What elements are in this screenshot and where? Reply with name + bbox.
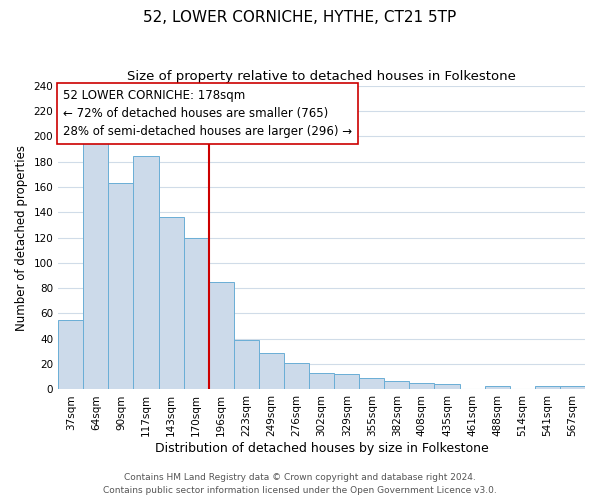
Text: Contains HM Land Registry data © Crown copyright and database right 2024.
Contai: Contains HM Land Registry data © Crown c… [103,474,497,495]
Bar [158,217,184,390]
Bar [434,384,460,390]
Bar [560,386,585,390]
Y-axis label: Number of detached properties: Number of detached properties [15,144,28,330]
Bar [284,363,309,390]
Bar [409,383,434,390]
Bar [58,320,83,390]
Bar [109,183,133,390]
Bar [334,374,359,390]
Bar [209,282,234,390]
Bar [309,373,334,390]
Text: 52 LOWER CORNICHE: 178sqm
← 72% of detached houses are smaller (765)
28% of semi: 52 LOWER CORNICHE: 178sqm ← 72% of detac… [63,90,352,138]
X-axis label: Distribution of detached houses by size in Folkestone: Distribution of detached houses by size … [155,442,488,455]
Title: Size of property relative to detached houses in Folkestone: Size of property relative to detached ho… [127,70,516,83]
Bar [184,238,209,390]
Bar [385,380,409,390]
Bar [535,386,560,390]
Text: 52, LOWER CORNICHE, HYTHE, CT21 5TP: 52, LOWER CORNICHE, HYTHE, CT21 5TP [143,10,457,25]
Bar [133,156,158,390]
Bar [359,378,385,390]
Bar [259,352,284,390]
Bar [83,135,109,390]
Bar [234,340,259,390]
Bar [485,386,510,390]
